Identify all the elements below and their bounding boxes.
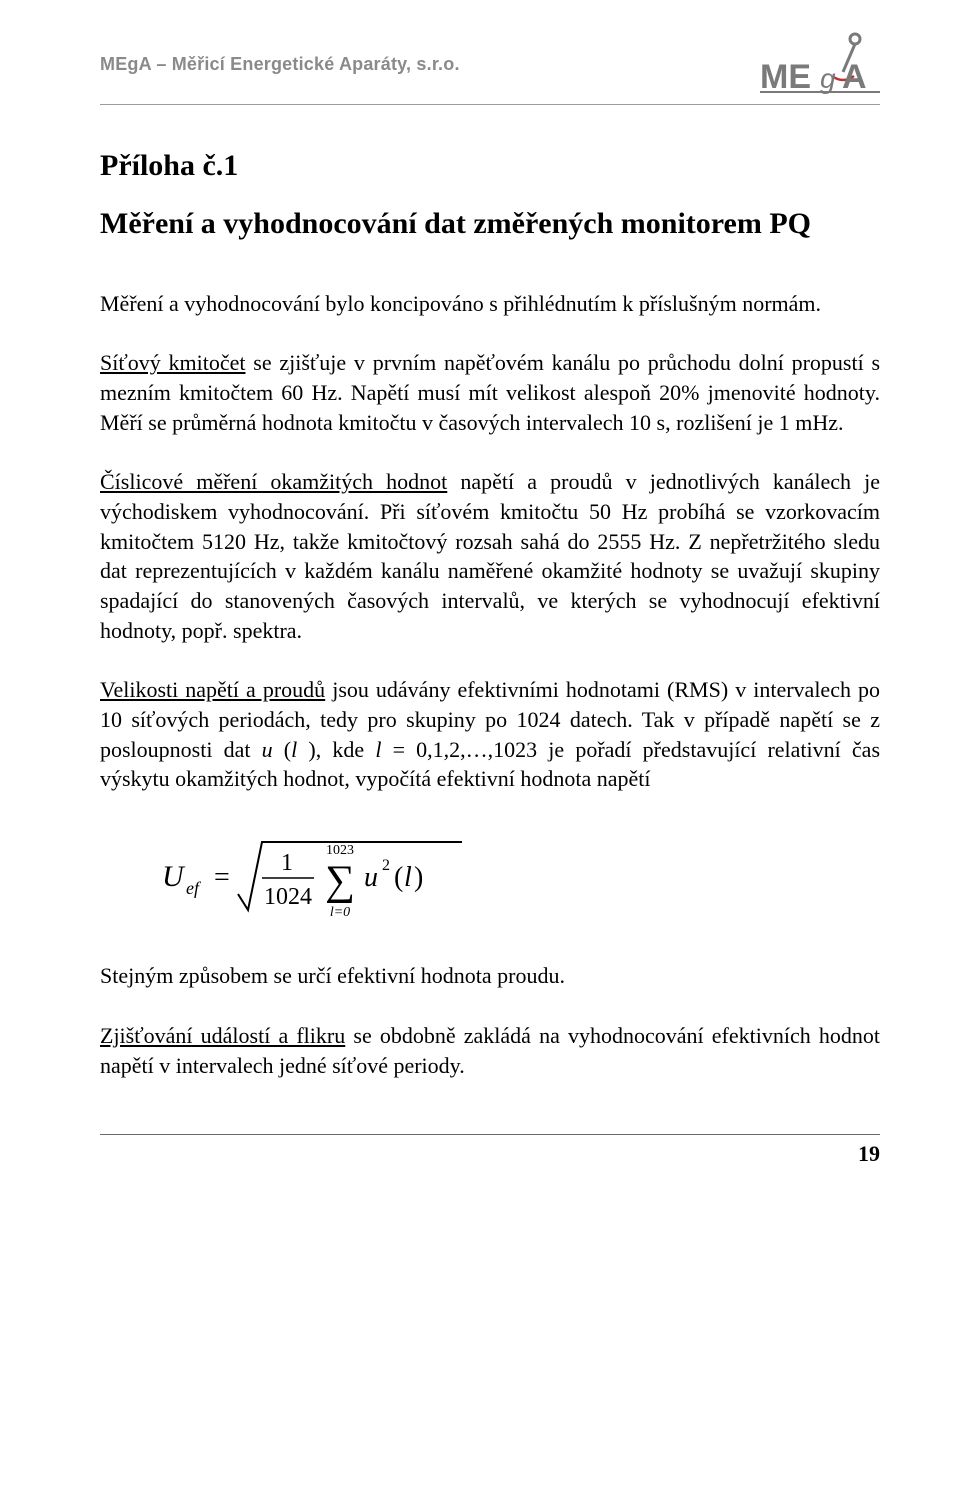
header-left: MEgA – Měřicí Energetické Aparáty, s.r.o… [100, 32, 760, 75]
formula-uef: U ef = 1 1024 1023 ∑ l=0 u 2 ( l ) [162, 824, 880, 927]
page: MEgA – Měřicí Energetické Aparáty, s.r.o… [0, 0, 960, 1504]
footer-rule [100, 1134, 880, 1135]
svg-text:A: A [842, 58, 867, 96]
appendix-title: Příloha č.1 [100, 149, 880, 183]
paragraph-intro: Měření a vyhodnocování bylo koncipováno … [100, 289, 880, 319]
formula-lhs-sub: ef [186, 878, 202, 898]
header: MEgA – Měřicí Energetické Aparáty, s.r.o… [100, 32, 880, 96]
paragraph-digital-measurement: Číslicové měření okamžitých hodnot napět… [100, 467, 880, 645]
formula-lhs-var: U [162, 860, 186, 893]
svg-text:ME: ME [760, 58, 811, 96]
paragraph-digital-rest: napětí a proudů v jednotlivých kanálech … [100, 469, 880, 642]
inline-math-ul: u [262, 737, 284, 762]
svg-text:g: g [820, 63, 836, 94]
company-name: MEgA – Měřicí Energetické Aparáty, s.r.o… [100, 32, 760, 75]
underline-frequency: Síťový kmitočet [100, 350, 246, 375]
formula-term-close: ) [414, 862, 423, 893]
formula-sum-bottom: l=0 [330, 905, 350, 920]
formula-term-open: ( [394, 862, 403, 893]
inline-math-ul-paren: (l ) [284, 737, 316, 762]
formula-frac-den: 1024 [264, 884, 312, 910]
paragraph-events-flicker: Zjišťování událostí a flikru se obdobně … [100, 1021, 880, 1080]
document-title: Měření a vyhodnocování dat změřených mon… [100, 205, 880, 243]
formula-sum-top: 1023 [326, 843, 354, 858]
formula-term-arg: l [404, 862, 412, 893]
formula-frac-num: 1 [281, 850, 293, 876]
sigma-icon: ∑ [325, 858, 355, 904]
page-number: 19 [100, 1141, 880, 1167]
paragraph-magnitudes: Velikosti napětí a proudů jsou udávány e… [100, 675, 880, 794]
formula-term-var: u [364, 862, 378, 893]
paragraph-frequency: Síťový kmitočet se zjišťuje v prvním nap… [100, 348, 880, 437]
formula-svg: U ef = 1 1024 1023 ∑ l=0 u 2 ( l ) [162, 824, 482, 922]
paragraph-current: Stejným způsobem se určí efektivní hodno… [100, 961, 880, 991]
logo-svg: ME g A [760, 32, 880, 96]
logo: ME g A [760, 32, 880, 96]
underline-digital: Číslicové měření okamžitých hodnot [100, 469, 447, 494]
formula-term-sup: 2 [382, 857, 390, 874]
para4-b: , kde [316, 737, 376, 762]
formula-eq: = [214, 862, 230, 893]
header-rule [100, 104, 880, 105]
underline-magnitudes: Velikosti napětí a proudů [100, 677, 325, 702]
underline-events: Zjišťování událostí a flikru [100, 1023, 345, 1048]
